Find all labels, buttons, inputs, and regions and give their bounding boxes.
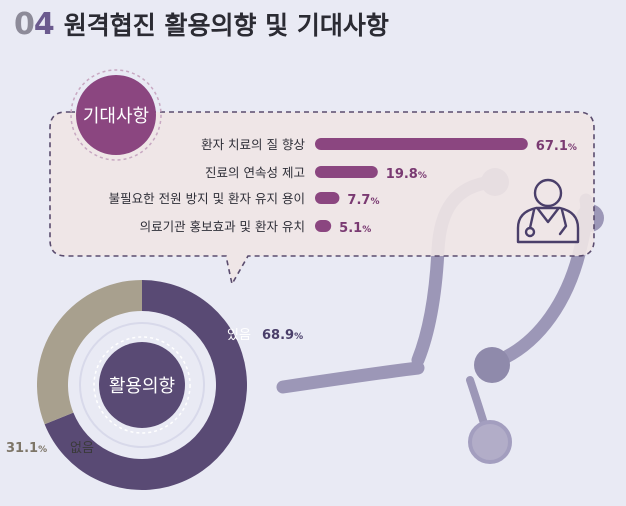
donut-inner-ring	[79, 322, 205, 448]
expectations-badge	[76, 75, 156, 155]
donut-category-label: 없음	[70, 441, 94, 456]
section-number: 04	[14, 7, 55, 42]
bar	[315, 166, 378, 178]
expectation-bar-chart: 환자 치료의 질 향상 67.1% 진료의 연속성 제고 19.8% 불필요한 전원 방…	[109, 137, 577, 236]
section-header: 04 원격협진 활용의향 및 기대사항	[14, 6, 389, 46]
bar	[315, 192, 340, 204]
intent-badge-ring	[93, 336, 191, 434]
bar	[315, 138, 528, 150]
expectations-badge-ring	[70, 69, 162, 161]
expectations-label: 기대사항	[83, 106, 149, 127]
bar-category-label: 진료의 연속성 제고	[205, 165, 305, 180]
intent-donut-chart	[36, 279, 248, 490]
doctor-icon	[516, 178, 580, 244]
bar	[315, 220, 332, 232]
donut-slice	[44, 280, 248, 490]
donut-category-label: 있음	[227, 328, 251, 343]
intent-badge	[99, 342, 185, 428]
donut-labels: 있음 68.9% 31.1% 없음	[6, 328, 303, 456]
bar-category-label: 불필요한 전원 방지 및 환자 유지 용이	[109, 191, 305, 206]
donut-value-label: 31.1%	[6, 441, 47, 456]
bar-category-label: 환자 치료의 질 향상	[201, 137, 305, 152]
donut-slice	[36, 279, 143, 425]
donut-value-label: 68.9%	[262, 328, 303, 343]
bar-value-label: 19.8%	[386, 167, 427, 182]
bar-value-label: 5.1%	[339, 221, 371, 236]
bar-value-label: 67.1%	[536, 139, 577, 154]
bar-value-label: 7.7%	[347, 193, 379, 208]
page-title: 원격협진 활용의향 및 기대사항	[63, 11, 389, 40]
bar-category-label: 의료기관 홍보효과 및 환자 유치	[140, 219, 305, 234]
intent-label: 활용의향	[109, 376, 175, 397]
